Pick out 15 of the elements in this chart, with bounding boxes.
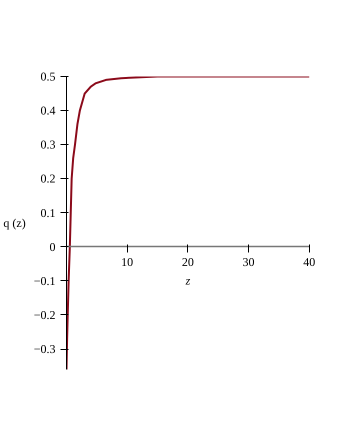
x-tick-label: 20 — [182, 254, 194, 269]
x-tick-label: 30 — [242, 254, 255, 269]
y-tick-label: 0.3 — [40, 138, 56, 152]
x-axis-title: z — [184, 274, 191, 288]
y-tick-label: −0.1 — [34, 274, 56, 288]
y-tick-label: 0.5 — [40, 70, 56, 84]
x-tick-label: 10 — [121, 254, 134, 269]
y-tick-label: 0.2 — [40, 172, 56, 186]
y-tick-label: 0.1 — [40, 206, 56, 220]
y-tick-label: −0.3 — [34, 342, 56, 356]
x-tick-label: 40 — [303, 254, 316, 269]
y-tick-label: 0 — [50, 240, 56, 254]
y-axis-title: q (z) — [3, 216, 26, 230]
y-tick-label: 0.4 — [40, 104, 56, 118]
y-tick-label: −0.2 — [34, 308, 56, 322]
